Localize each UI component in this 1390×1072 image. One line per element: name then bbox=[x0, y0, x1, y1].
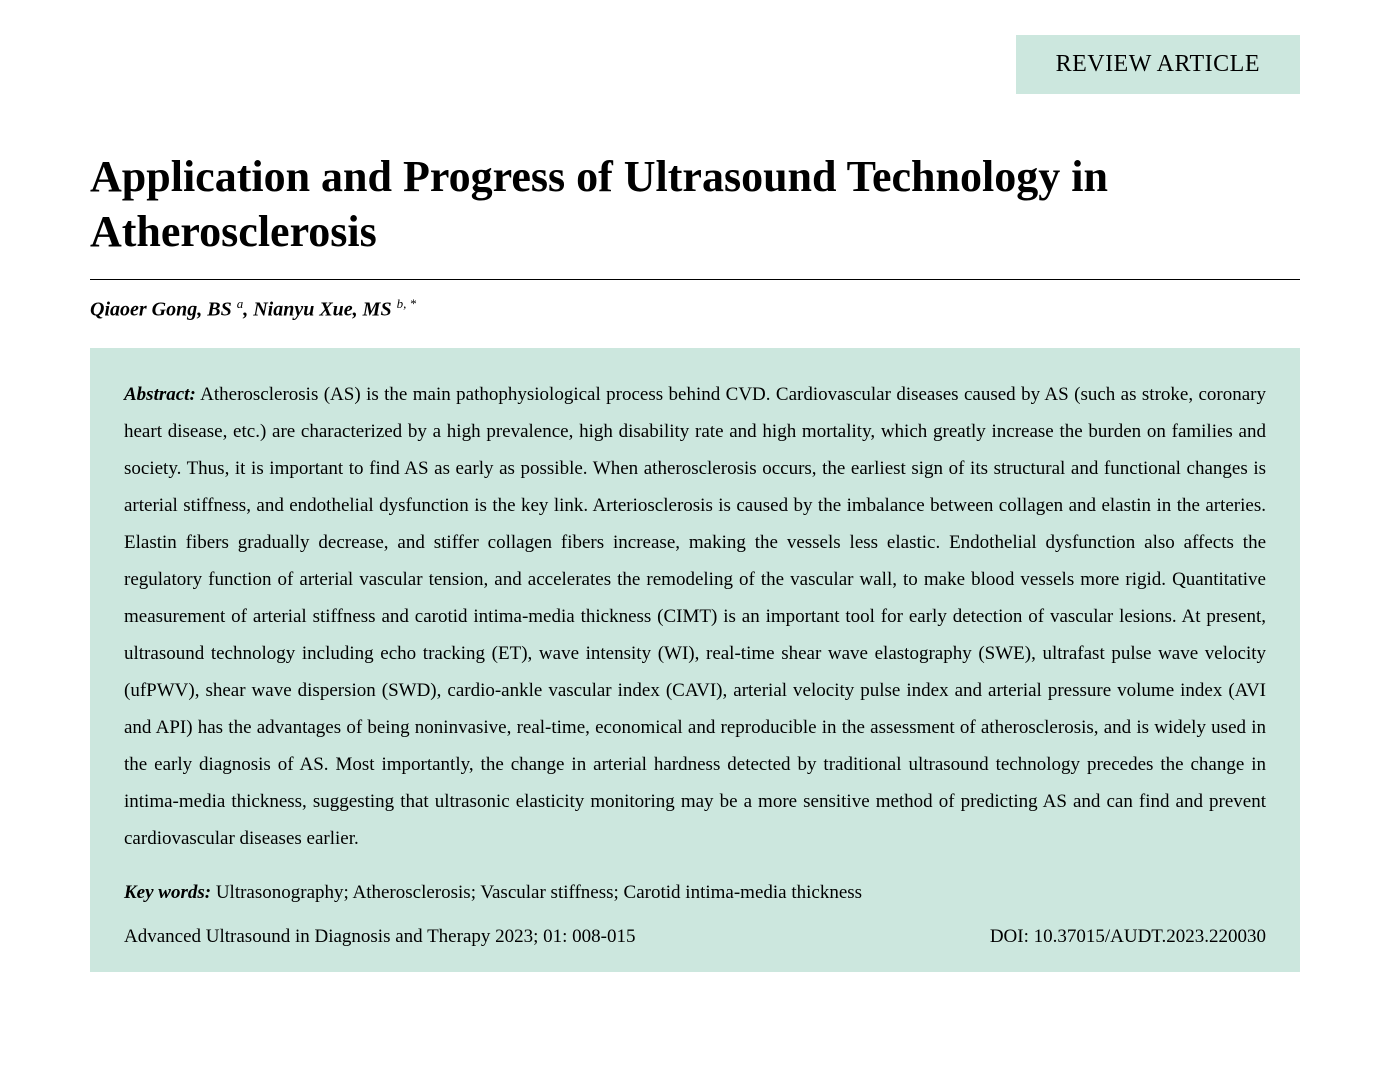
article-type-badge: REVIEW ARTICLE bbox=[1016, 35, 1300, 94]
abstract-paragraph: Abstract: Atherosclerosis (AS) is the ma… bbox=[124, 376, 1266, 858]
keywords-body: Ultrasonography; Atherosclerosis; Vascul… bbox=[216, 882, 862, 903]
title-divider bbox=[90, 279, 1300, 280]
article-title: Application and Progress of Ultrasound T… bbox=[90, 94, 1300, 259]
authors-line: Qiaoer Gong, BS a, Nianyu Xue, MS b, * bbox=[90, 296, 1300, 322]
keywords-paragraph: Key words: Ultrasonography; Atherosclero… bbox=[124, 875, 1266, 910]
citation-text: Advanced Ultrasound in Diagnosis and The… bbox=[124, 926, 636, 948]
citation-row: Advanced Ultrasound in Diagnosis and The… bbox=[124, 926, 1266, 948]
doi-text: DOI: 10.37015/AUDT.2023.220030 bbox=[990, 926, 1266, 948]
keywords-label: Key words: bbox=[124, 882, 211, 903]
abstract-label: Abstract: bbox=[124, 384, 196, 405]
abstract-box: Abstract: Atherosclerosis (AS) is the ma… bbox=[90, 348, 1300, 973]
abstract-body: Atherosclerosis (AS) is the main pathoph… bbox=[124, 384, 1266, 850]
